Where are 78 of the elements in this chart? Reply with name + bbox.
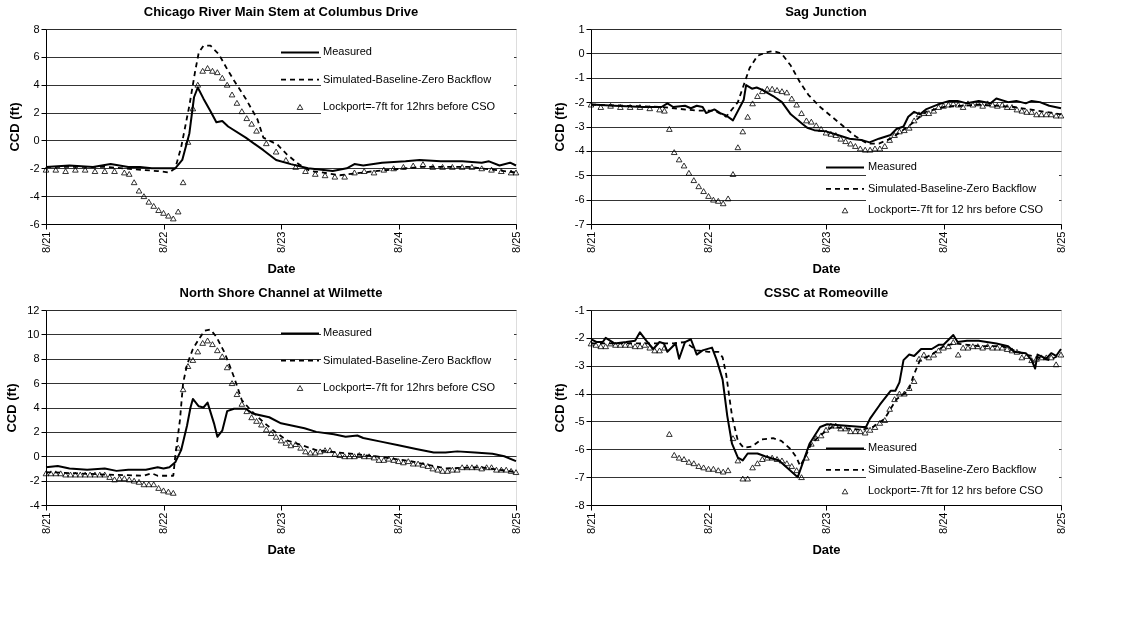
legend-label: Simulated-Baseline-Zero Backflow xyxy=(323,353,492,366)
y-tick-label: 0 xyxy=(578,46,585,59)
y-tick-label: 6 xyxy=(33,376,40,389)
y-tick-label: 0 xyxy=(33,133,40,146)
y-tick-label: -7 xyxy=(574,470,585,483)
y-tick-label: -2 xyxy=(574,331,585,344)
y-tick-label: 0 xyxy=(33,449,40,462)
legend-label: Simulated-Baseline-Zero Backflow xyxy=(868,181,1037,194)
y-tick-label: -2 xyxy=(574,95,585,108)
legend-label: Lockport=-7ft for 12 hrs before CSO xyxy=(868,203,1044,216)
x-tick-label: 8/23 xyxy=(819,231,832,253)
x-tick-label: 8/22 xyxy=(702,512,714,534)
chart-title: CSSC at Romeoville xyxy=(763,285,889,300)
y-tick-label: 4 xyxy=(33,401,40,413)
y-axis-title: CCD (ft) xyxy=(4,383,20,433)
legend-label: Measured xyxy=(868,441,917,454)
x-tick-label: 8/21 xyxy=(584,231,597,253)
legend-label: Measured xyxy=(323,326,372,339)
x-axis-title: Date xyxy=(267,541,296,557)
x-tick-label: 8/22 xyxy=(702,231,714,253)
y-tick-label: -6 xyxy=(574,442,585,455)
chart-title: Sag Junction xyxy=(785,4,867,19)
x-axis-title: Date xyxy=(267,260,296,276)
x-tick-label: 8/25 xyxy=(1054,231,1067,253)
y-tick-label: -4 xyxy=(29,189,40,202)
y-tick-label: -2 xyxy=(29,474,40,487)
legend-label: Lockport=-7ft for 12hrs before CSO xyxy=(323,381,496,393)
y-axis-title: CCD (ft) xyxy=(551,383,567,433)
y-tick-label: 2 xyxy=(33,106,40,119)
y-tick-label: -3 xyxy=(574,359,585,372)
x-tick-label: 8/22 xyxy=(157,512,169,534)
x-tick-label: 8/24 xyxy=(392,231,404,253)
y-tick-label: -6 xyxy=(574,193,585,206)
y-tick-label: 4 xyxy=(33,78,40,91)
x-tick-label: 8/25 xyxy=(1054,512,1067,534)
legend-label: Simulated-Baseline-Zero Backflow xyxy=(868,462,1037,475)
y-tick-label: 12 xyxy=(27,303,40,316)
x-tick-label: 8/22 xyxy=(157,231,169,253)
y-tick-label: -5 xyxy=(574,168,585,181)
x-tick-label: 8/25 xyxy=(509,231,522,253)
x-tick-label: 8/23 xyxy=(274,231,287,253)
legend-label: Lockport=-7ft for 12 hrs before CSO xyxy=(868,484,1044,497)
y-tick-label: -1 xyxy=(574,71,585,84)
x-tick-label: 8/23 xyxy=(274,512,287,534)
y-tick-label: 6 xyxy=(33,50,40,63)
y-tick-label: 10 xyxy=(27,327,40,340)
x-tick-label: 8/25 xyxy=(509,512,522,534)
legend-label: Simulated-Baseline-Zero Backflow xyxy=(323,72,492,85)
y-axis-title: CCD (ft) xyxy=(551,102,567,152)
x-axis-title: Date xyxy=(812,260,841,276)
x-tick-label: 8/23 xyxy=(819,512,832,534)
legend-label: Lockport=-7ft for 12hrs before CSO xyxy=(323,100,496,112)
y-tick-label: -4 xyxy=(29,498,40,511)
y-tick-label: -4 xyxy=(574,387,585,400)
y-tick-label: -7 xyxy=(574,217,585,230)
y-tick-label: 2 xyxy=(33,425,40,438)
y-tick-label: -8 xyxy=(574,498,585,511)
y-tick-label: -1 xyxy=(574,303,585,316)
x-axis-title: Date xyxy=(812,541,841,557)
chart-title: North Shore Channel at Wilmette xyxy=(179,285,383,300)
y-axis-title: CCD (ft) xyxy=(6,102,22,152)
x-tick-label: 8/24 xyxy=(392,512,404,534)
y-tick-label: -6 xyxy=(29,217,40,230)
y-tick-label: -2 xyxy=(29,161,40,174)
y-tick-label: 1 xyxy=(578,22,585,35)
y-tick-label: -3 xyxy=(574,120,585,132)
x-tick-label: 8/21 xyxy=(39,512,52,534)
y-tick-label: -4 xyxy=(574,144,585,157)
x-tick-label: 8/24 xyxy=(937,512,949,534)
y-tick-label: 8 xyxy=(33,352,40,365)
chart-title: Chicago River Main Stem at Columbus Drive xyxy=(143,4,419,19)
legend-label: Measured xyxy=(868,160,917,173)
x-tick-label: 8/21 xyxy=(584,512,597,534)
y-tick-label: -5 xyxy=(574,414,585,427)
x-tick-label: 8/21 xyxy=(39,231,52,253)
legend-label: Measured xyxy=(323,45,372,58)
x-tick-label: 8/24 xyxy=(937,231,949,253)
y-tick-label: 8 xyxy=(33,22,40,35)
